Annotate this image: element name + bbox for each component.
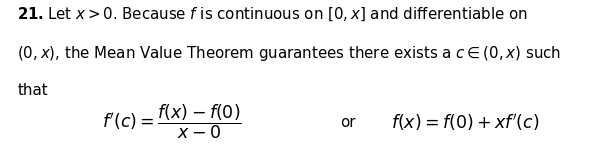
Text: Let $x > 0$. Because $f$ is continuous on $[0, x]$ and differentiable on: Let $x > 0$. Because $f$ is continuous o… (47, 6, 528, 23)
Text: $\mathbf{21.}$: $\mathbf{21.}$ (17, 6, 44, 22)
Text: or: or (339, 115, 355, 130)
Text: that: that (17, 83, 48, 98)
Text: $f(x) = f(0) + xf'(c)$: $f(x) = f(0) + xf'(c)$ (391, 112, 539, 133)
Text: $f'(c) = \dfrac{f(x) - f(0)}{x - 0}$: $f'(c) = \dfrac{f(x) - f(0)}{x - 0}$ (102, 103, 242, 141)
Text: $(0, x)$, the Mean Value Theorem guarantees there exists a $c \in (0, x)$ such: $(0, x)$, the Mean Value Theorem guarant… (17, 44, 561, 63)
